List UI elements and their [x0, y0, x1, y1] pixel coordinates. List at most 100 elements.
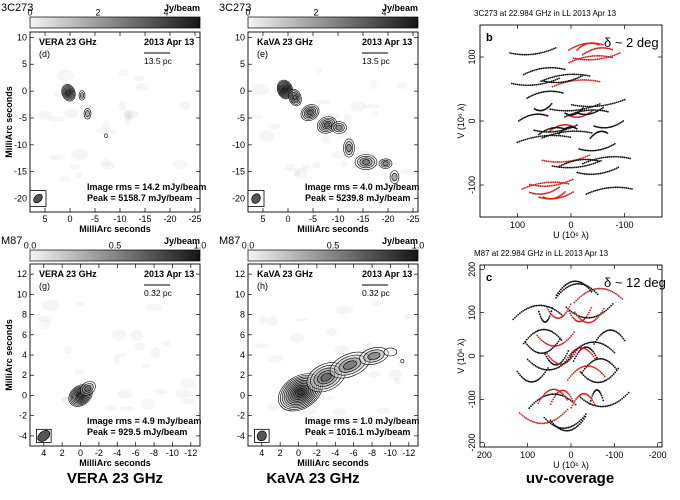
peak-label: Peak = 1016.1 mJy/beam [305, 427, 410, 437]
noise-patch [131, 330, 143, 342]
uv-point-red [518, 412, 521, 414]
peak-label: Peak = 5158.7 mJy/beam [87, 193, 192, 203]
uv-point-black [602, 343, 605, 346]
uv-point-red [616, 52, 619, 55]
uv-point-black [598, 335, 601, 338]
noise-patch [336, 305, 354, 314]
uv-point-red [528, 183, 531, 186]
uv-point-red [549, 191, 552, 193]
uv-point-red [577, 44, 580, 47]
y-tick-label: 0 [240, 390, 245, 400]
uv-point-black [554, 130, 557, 133]
uv-point-black [566, 130, 568, 133]
uv-point-black [557, 81, 560, 84]
uv-point-black [605, 110, 607, 113]
uv-point-black [566, 166, 569, 169]
uv-point-black [552, 133, 555, 135]
uv-point-black [535, 92, 538, 95]
uv-point-black [574, 283, 577, 285]
uv-point-black [598, 109, 600, 112]
uv-point-red [586, 290, 589, 293]
uv-point-black [619, 100, 622, 103]
x-tick-label: -6 [132, 448, 140, 458]
uv-point-black [541, 51, 544, 54]
rms-label: Image rms = 1.0 mJy/beam [305, 416, 419, 426]
uv-point-red [588, 311, 590, 314]
colorbar-tick-label: 4 [163, 8, 168, 18]
x-tick-label: -10 [113, 214, 126, 224]
uv-point-red [589, 396, 591, 399]
uv-point-black [580, 281, 583, 284]
contour [68, 384, 93, 407]
uv-point-black [562, 166, 565, 169]
uv-point-black [535, 113, 538, 116]
uv-point-black [530, 348, 533, 350]
uv-point-red [560, 194, 563, 197]
uv-point-red [543, 422, 546, 425]
uv-point-red [603, 375, 606, 378]
contour [343, 360, 357, 370]
uv-y-axis-label: V (10⁶ λ) [456, 103, 466, 138]
uv-point-black [615, 124, 617, 127]
uv-point-black [534, 350, 537, 353]
uv-point-red [525, 417, 528, 420]
uv-point-red [611, 290, 614, 293]
uv-point-black [605, 187, 608, 189]
uv-point-red [543, 192, 546, 195]
uv-point-black [613, 124, 616, 127]
uv-point-black [569, 429, 572, 431]
source-label: 3C273 [1, 2, 33, 14]
uv-point-black [601, 332, 604, 335]
x-tick-label: -20 [381, 214, 394, 224]
uv-point-black [521, 53, 524, 56]
y-tick-label: -2 [19, 411, 27, 421]
uv-point-red [596, 368, 599, 371]
uv-point-black [600, 148, 603, 151]
uv-point-black [563, 357, 566, 359]
uv-point-red [548, 344, 550, 346]
contour [383, 347, 398, 357]
uv-point-black [610, 125, 613, 128]
noise-patch [340, 160, 347, 168]
uv-point-black [554, 344, 557, 346]
colorbar-unit: Jy/beam [382, 236, 418, 246]
uv-point-black [620, 121, 623, 123]
uv-point-red [585, 321, 588, 324]
uv-point-black [538, 130, 541, 133]
uv-point-red [539, 196, 542, 199]
uv-point-black [606, 308, 609, 310]
uv-point-black [584, 158, 587, 161]
uv-point-black [621, 156, 624, 159]
uv-point-black [596, 293, 599, 296]
noise-patch [73, 369, 84, 375]
uv-point-black [629, 187, 632, 190]
uv-point-black [575, 166, 578, 169]
uv-point-red [619, 296, 622, 299]
uv-point-black [591, 105, 594, 108]
uv-point-black [569, 130, 572, 133]
uv-point-red [555, 418, 557, 421]
uv-point-red [574, 370, 577, 373]
uv-point-black [543, 82, 545, 85]
uv-point-red [553, 189, 556, 191]
uv-point-black [556, 74, 559, 77]
uv-point-red [539, 337, 542, 340]
uv-point-black [543, 134, 546, 137]
uv-point-black [544, 351, 547, 354]
uv-point-red [572, 191, 574, 193]
uv-point-black [561, 360, 564, 363]
uv-point-black [590, 163, 593, 166]
uv-point-red [595, 47, 597, 50]
uv-point-black [611, 374, 614, 377]
uv-point-black [547, 368, 550, 371]
uv-point-red [589, 49, 592, 52]
uv-point-red [546, 306, 549, 309]
uv-point-black [510, 82, 513, 85]
uv-point-black [586, 164, 589, 167]
uv-point-black [557, 340, 560, 343]
uv-point-black [559, 126, 562, 129]
uv-point-red [590, 306, 593, 309]
uv-point-red [600, 43, 603, 46]
uv-y-tick-label: 100 [467, 49, 477, 64]
uv-point-red [561, 315, 564, 318]
